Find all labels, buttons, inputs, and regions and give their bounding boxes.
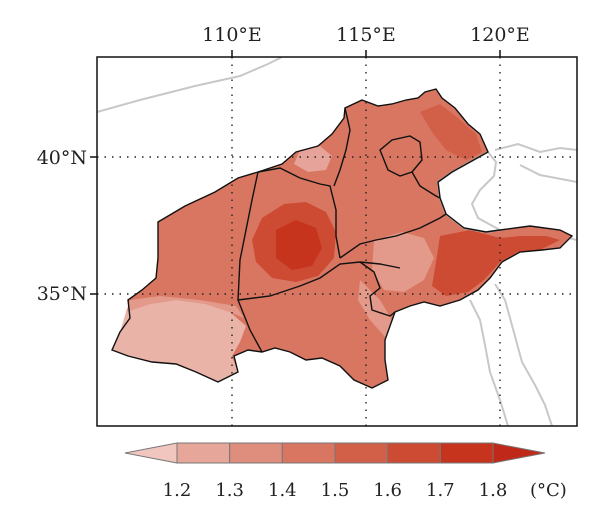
region-light-southwest (112, 300, 246, 382)
province-boundaries (111, 88, 574, 389)
region-dark-east (432, 230, 560, 296)
region-light-north (294, 146, 332, 172)
boundary-tianjin (411, 171, 441, 199)
temperature-regions (112, 89, 572, 388)
colorbar-tick-label: 1.8 (479, 480, 508, 501)
graticule (97, 57, 577, 426)
region-mid-southwest (126, 296, 244, 318)
colorbar-tick-label: 1.7 (426, 480, 455, 501)
boundary-west (237, 171, 263, 353)
colorbar-segment (492, 442, 546, 464)
colorbar-segment (281, 442, 336, 464)
colorbar-segment (387, 442, 441, 464)
boundary-east-vertical (333, 107, 351, 187)
colorbar-segment (439, 442, 494, 464)
colorbar: 1.2 1.3 1.4 1.5 1.6 1.7 1.8 (°C) (124, 442, 567, 501)
region-dark-north (420, 104, 482, 160)
colorbar-tick-label: 1.5 (321, 480, 350, 501)
colorbar-tick-label: 1.3 (215, 480, 244, 501)
boundary-hebei-shandong (339, 213, 447, 259)
colorbar-segment (229, 442, 283, 464)
boundary-center-south (237, 261, 401, 301)
map-panel (97, 57, 577, 426)
southern-border-line (469, 283, 553, 426)
longitude-label-115e: 115°E (336, 24, 396, 46)
map-frame (96, 56, 578, 427)
colorbar-segment (334, 442, 389, 464)
region-light-east (372, 232, 434, 292)
frame-ticks (90, 50, 501, 295)
boundary-north-center (257, 167, 341, 259)
colorbar-tick-labels: 1.2 1.3 1.4 1.5 1.6 1.7 1.8 (163, 480, 508, 501)
colorbar-tick-label: 1.2 (163, 480, 192, 501)
colorbar-tick-label: 1.4 (268, 480, 297, 501)
boundary-henan-shandong (359, 261, 396, 317)
colorbar-segment (124, 442, 178, 464)
longitude-label-110e: 110°E (202, 24, 262, 46)
northern-border-line (97, 57, 283, 113)
colorbar-segments (124, 442, 546, 464)
colorbar-unit: (°C) (530, 480, 567, 501)
colorbar-segment (176, 442, 231, 464)
region-outline (111, 88, 574, 389)
colorbar-tick-label: 1.6 (373, 480, 402, 501)
region-light-southeast (358, 280, 392, 338)
latitude-label-35n: 35°N (37, 283, 87, 305)
longitude-label-120e: 120°E (470, 24, 530, 46)
boundary-beijing-loop (379, 135, 423, 177)
region-darkest-center (276, 220, 322, 270)
latitude-label-40n: 40°N (37, 147, 87, 169)
